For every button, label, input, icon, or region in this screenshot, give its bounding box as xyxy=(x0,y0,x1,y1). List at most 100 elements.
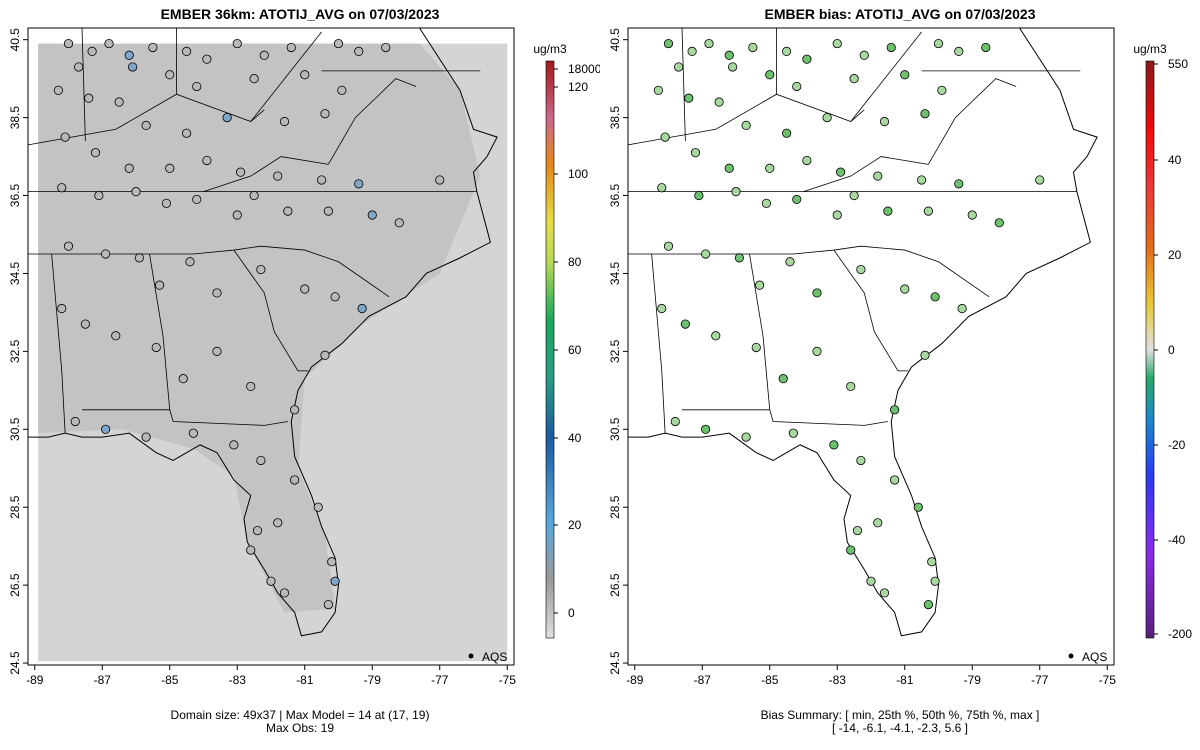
station-marker xyxy=(333,38,344,49)
station-marker xyxy=(802,155,812,166)
right-footer-line2: [ -14, -6.1, -4.1, -2.3, 5.6 ] xyxy=(831,721,969,735)
station-marker xyxy=(256,264,266,275)
station-marker xyxy=(653,85,663,95)
station-marker xyxy=(846,381,856,392)
station-marker xyxy=(131,187,141,197)
station-marker xyxy=(657,303,667,314)
station-marker xyxy=(785,257,795,267)
coastline xyxy=(628,27,1098,637)
station-marker xyxy=(873,518,883,528)
station-marker xyxy=(63,38,74,49)
right-panel: EMBER bias: ATOTIJ_AVG on 07/03/2023 -89… xyxy=(600,0,1200,750)
station-marker xyxy=(657,183,667,193)
colorbar-tick-label: 18000 xyxy=(568,62,600,76)
station-marker xyxy=(155,280,165,290)
state-border xyxy=(628,245,990,298)
station-marker xyxy=(923,206,933,216)
station-marker xyxy=(134,253,144,263)
station-marker xyxy=(849,74,859,84)
x-tick-label: -77 xyxy=(1031,673,1049,687)
x-tick-label: -79 xyxy=(364,673,382,687)
state-border xyxy=(28,245,390,298)
station-marker xyxy=(80,319,90,329)
station-marker xyxy=(751,342,761,353)
station-marker xyxy=(674,62,684,72)
station-marker xyxy=(84,93,94,103)
station-marker xyxy=(788,428,798,438)
station-marker xyxy=(933,38,944,49)
station-marker xyxy=(900,284,910,294)
y-tick-label: 32.5 xyxy=(8,339,22,363)
station-marker xyxy=(714,97,724,107)
y-tick-label: 34.5 xyxy=(8,261,22,285)
station-marker xyxy=(101,249,111,259)
colorbar-tick-label: 20 xyxy=(1168,248,1182,262)
station-marker xyxy=(701,424,711,434)
station-marker xyxy=(320,350,330,360)
station-marker xyxy=(687,46,697,56)
station-marker xyxy=(185,257,195,267)
station-marker xyxy=(660,132,670,142)
station-marker xyxy=(856,455,866,466)
station-marker xyxy=(87,46,97,56)
station-marker xyxy=(927,557,937,567)
station-marker xyxy=(53,85,63,95)
station-marker xyxy=(832,38,842,49)
legend-dot-icon xyxy=(468,653,474,659)
colorbar xyxy=(545,60,555,639)
station-marker xyxy=(212,346,222,356)
y-tick-label: 38.5 xyxy=(8,106,22,130)
station-marker xyxy=(856,264,866,275)
y-tick-label: 28.5 xyxy=(608,495,622,519)
station-marker xyxy=(246,545,256,555)
y-tick-label: 30.5 xyxy=(608,417,622,441)
station-marker xyxy=(917,175,927,185)
station-marker xyxy=(829,440,839,450)
station-marker xyxy=(967,210,977,220)
station-marker xyxy=(690,148,701,158)
station-marker xyxy=(900,70,910,80)
station-marker xyxy=(920,109,930,119)
station-marker xyxy=(290,475,300,485)
x-tick-label: -77 xyxy=(431,673,449,687)
station-marker xyxy=(741,120,751,131)
state-border xyxy=(928,78,1017,165)
station-marker xyxy=(765,70,775,80)
state-border xyxy=(850,31,922,122)
station-marker xyxy=(192,81,202,92)
station-marker xyxy=(202,54,212,64)
station-marker xyxy=(755,280,765,290)
station-marker xyxy=(182,46,192,56)
station-marker xyxy=(913,502,923,512)
y-tick-label: 24.5 xyxy=(608,651,622,675)
station-marker xyxy=(70,416,80,427)
station-marker xyxy=(701,249,711,259)
station-marker xyxy=(222,113,232,123)
station-marker xyxy=(937,85,947,95)
legend-dot-icon xyxy=(1068,653,1074,659)
station-marker xyxy=(273,518,283,528)
colorbar-tick-label: 100 xyxy=(568,167,588,181)
station-marker xyxy=(873,171,883,181)
station-marker xyxy=(232,38,242,49)
station-marker xyxy=(327,557,337,567)
colorbar-tick-label: -40 xyxy=(1168,533,1186,547)
station-marker xyxy=(124,50,134,60)
x-tick-label: -85 xyxy=(161,673,179,687)
station-marker xyxy=(300,70,310,80)
colorbar-tick-label: 80 xyxy=(568,255,582,269)
station-marker xyxy=(822,113,832,123)
station-marker xyxy=(954,179,964,189)
station-marker xyxy=(252,525,263,536)
state-border xyxy=(803,156,929,193)
colorbar-tick-label: -200 xyxy=(1168,627,1192,641)
left-panel: EMBER 36km: ATOTIJ_AVG on 07/03/2023 -89… xyxy=(8,6,600,735)
station-marker xyxy=(212,288,222,298)
station-marker xyxy=(886,42,896,53)
left-map-plot: -89 -87 -85 -83 -81 -79 -77 -75 40.5 38.5 36.5 34.5… xyxy=(8,27,600,687)
model-land-shading xyxy=(38,43,481,613)
station-marker xyxy=(273,171,283,181)
y-tick-label: 34.5 xyxy=(608,261,622,285)
station-marker xyxy=(866,576,876,586)
station-marker xyxy=(435,175,445,185)
